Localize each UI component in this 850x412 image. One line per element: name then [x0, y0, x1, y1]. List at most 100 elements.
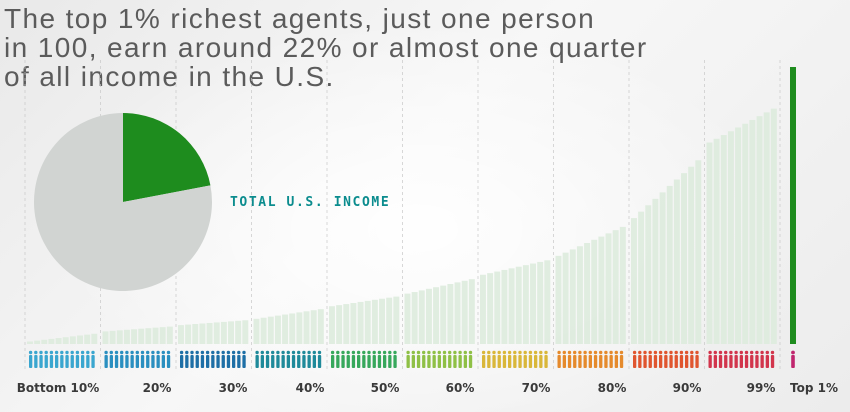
bar-bin-20- — [102, 326, 173, 344]
bar — [447, 284, 454, 344]
person-icon — [276, 350, 280, 368]
person-icon — [179, 350, 184, 368]
person-icon — [49, 350, 54, 368]
person-icon — [226, 350, 231, 368]
person-icon — [330, 350, 335, 368]
bar — [296, 312, 303, 344]
person-icon — [755, 350, 759, 368]
bar — [336, 305, 343, 344]
tick-label: 30% — [219, 381, 248, 395]
person-icon — [770, 350, 775, 368]
person-icon — [237, 350, 241, 368]
bar — [317, 309, 324, 344]
person-icon — [593, 350, 598, 368]
person-icon — [281, 350, 285, 368]
bar — [166, 326, 173, 344]
bar — [109, 330, 116, 344]
person-icon — [684, 350, 689, 368]
person-icon — [231, 350, 236, 368]
person-icon — [632, 350, 637, 368]
bar — [713, 138, 720, 344]
person-icon — [528, 350, 533, 368]
bar — [267, 316, 274, 344]
person-icon — [135, 350, 139, 368]
bar — [131, 329, 138, 344]
person-icon — [502, 350, 507, 368]
bar — [468, 279, 475, 344]
bar — [289, 313, 296, 344]
tick-label: 80% — [598, 381, 627, 395]
bar — [34, 340, 41, 344]
bar — [123, 329, 130, 344]
tick-label: 20% — [143, 381, 172, 395]
person-icon — [372, 350, 376, 368]
bar — [228, 321, 234, 344]
bar — [116, 330, 123, 344]
person-icon — [669, 350, 673, 368]
person-icon — [658, 350, 663, 368]
bar — [303, 311, 310, 344]
bar — [631, 218, 637, 344]
person-icon — [588, 350, 592, 368]
bar — [681, 173, 687, 344]
person-icon — [28, 350, 33, 368]
person-icon — [255, 350, 259, 368]
bar — [666, 185, 673, 344]
bar — [742, 123, 749, 344]
person-icon — [492, 350, 496, 368]
person-icon — [317, 350, 322, 368]
bar — [91, 333, 98, 344]
person-icon — [513, 350, 517, 368]
person-icon — [60, 350, 64, 368]
bar — [515, 266, 522, 344]
bar — [159, 327, 166, 344]
person-icon — [260, 350, 264, 368]
person-icon — [190, 350, 194, 368]
bar — [329, 306, 335, 344]
person-icon — [562, 350, 566, 368]
tick-label: 70% — [522, 381, 551, 395]
bar — [62, 337, 69, 344]
person-icon — [120, 350, 124, 368]
bar — [69, 336, 76, 344]
bar — [720, 135, 727, 344]
tick-label: 60% — [446, 381, 475, 395]
person-icon — [638, 350, 642, 368]
pie-slice-top-1- — [123, 113, 211, 202]
person-icon — [200, 350, 205, 368]
bar — [605, 233, 612, 344]
bar — [77, 335, 83, 344]
bar — [411, 292, 418, 344]
person-icon — [497, 350, 501, 368]
bar — [84, 334, 91, 344]
person-icon — [377, 350, 382, 368]
person-icon — [578, 350, 582, 368]
bar — [645, 205, 652, 344]
bar — [461, 280, 468, 344]
bar — [537, 261, 544, 344]
bar — [591, 239, 598, 344]
bar — [569, 249, 576, 344]
bar — [756, 116, 763, 345]
bar-bin-90- — [631, 160, 702, 344]
bar — [652, 198, 659, 344]
bar — [555, 255, 562, 344]
headline: The top 1% richest agents, just one pers… — [4, 4, 724, 91]
person-icon — [109, 350, 114, 368]
person-icon — [463, 350, 467, 368]
person-icon — [70, 350, 74, 368]
bar — [418, 290, 425, 344]
bar — [659, 192, 666, 344]
person-icon — [690, 350, 694, 368]
person-icon — [448, 350, 452, 368]
person-icon — [291, 350, 296, 368]
top-1-percent-bar — [790, 67, 796, 344]
person-icon — [130, 350, 134, 368]
pie-label: TOTAL U.S. INCOME — [230, 195, 390, 210]
person-icon — [573, 350, 577, 368]
bar — [102, 331, 109, 344]
bar — [619, 226, 626, 344]
person-icon — [271, 350, 275, 368]
bar-bin-99- — [706, 108, 777, 345]
